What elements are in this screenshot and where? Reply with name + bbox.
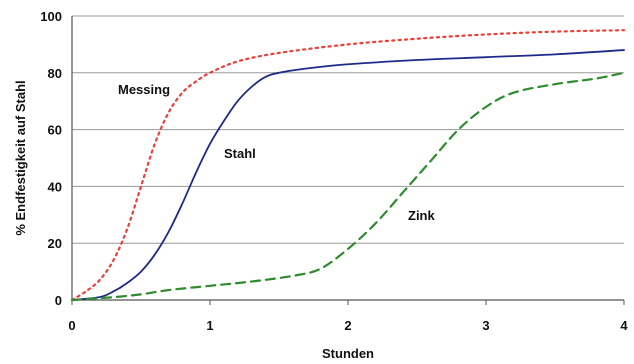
series-label-stahl: Stahl	[224, 146, 256, 161]
x-axis-title: Stunden	[322, 346, 374, 361]
y-axis-title: % Endfestigkeit auf Stahl	[13, 80, 28, 235]
series-labels: Messing Stahl Zink	[118, 82, 435, 223]
x-tick-label: 4	[620, 318, 628, 333]
y-tick-label: 20	[48, 236, 62, 251]
x-tick-label: 0	[68, 318, 75, 333]
y-tick-label: 100	[40, 9, 62, 24]
y-tick-label: 60	[48, 123, 62, 138]
x-tick-label: 2	[344, 318, 351, 333]
x-tick-label: 3	[482, 318, 489, 333]
series-line-stahl	[71, 49, 625, 301]
series-line-zink	[70, 71, 626, 302]
series-label-messing: Messing	[118, 82, 170, 97]
grid-lines	[72, 15, 624, 244]
series-label-zink: Zink	[408, 208, 435, 223]
y-tick-label: 40	[48, 179, 62, 194]
x-tick-label: 1	[206, 318, 213, 333]
series-lines	[70, 29, 626, 302]
tick-labels: 0 20 40 60 80 100 0 1 2 3 4	[40, 9, 628, 333]
y-tick-label: 0	[55, 293, 62, 308]
axes	[71, 16, 625, 305]
series-line-messing	[70, 29, 626, 302]
y-tick-label: 80	[48, 66, 62, 81]
